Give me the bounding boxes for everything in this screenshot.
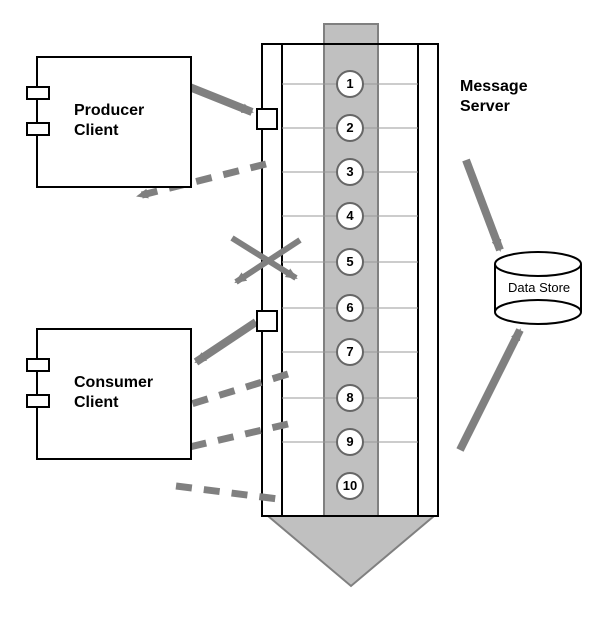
- queue-step-4: 4: [336, 202, 364, 230]
- producer-label-1: Producer: [74, 102, 144, 120]
- queue-step-6: 6: [336, 294, 364, 322]
- consumer-client-box: Consumer Client: [36, 328, 192, 460]
- consumer-label-1: Consumer: [74, 374, 153, 392]
- queue-step-5: 5: [336, 248, 364, 276]
- consumer-label-2: Client: [74, 394, 118, 412]
- queue-step-8: 8: [336, 384, 364, 412]
- crossed-arrows: [232, 238, 300, 282]
- server-label-1: Message: [460, 78, 528, 96]
- queue-step-7: 7: [336, 338, 364, 366]
- queue-step-9: 9: [336, 428, 364, 456]
- producer-stub-2: [26, 122, 50, 136]
- server-port-bottom: [256, 310, 278, 332]
- queue-step-3: 3: [336, 158, 364, 186]
- server-label-2: Server: [460, 98, 510, 116]
- datastore-label: Data Store: [508, 280, 570, 295]
- producer-client-box: Producer Client: [36, 56, 192, 188]
- queue-step-2: 2: [336, 114, 364, 142]
- producer-stub-1: [26, 86, 50, 100]
- arrow-server-to-consumer: [196, 322, 256, 362]
- arrow-server-to-datastore: [466, 160, 500, 250]
- diagram-canvas: Producer Client Consumer Client 1 2 3 4 …: [0, 0, 610, 624]
- consumer-stub-1: [26, 358, 50, 372]
- queue-step-10: 10: [336, 472, 364, 500]
- arrow-up-to-datastore: [460, 330, 520, 450]
- producer-label-2: Client: [74, 122, 118, 140]
- queue-step-1: 1: [336, 70, 364, 98]
- consumer-stub-2: [26, 394, 50, 408]
- server-port-top: [256, 108, 278, 130]
